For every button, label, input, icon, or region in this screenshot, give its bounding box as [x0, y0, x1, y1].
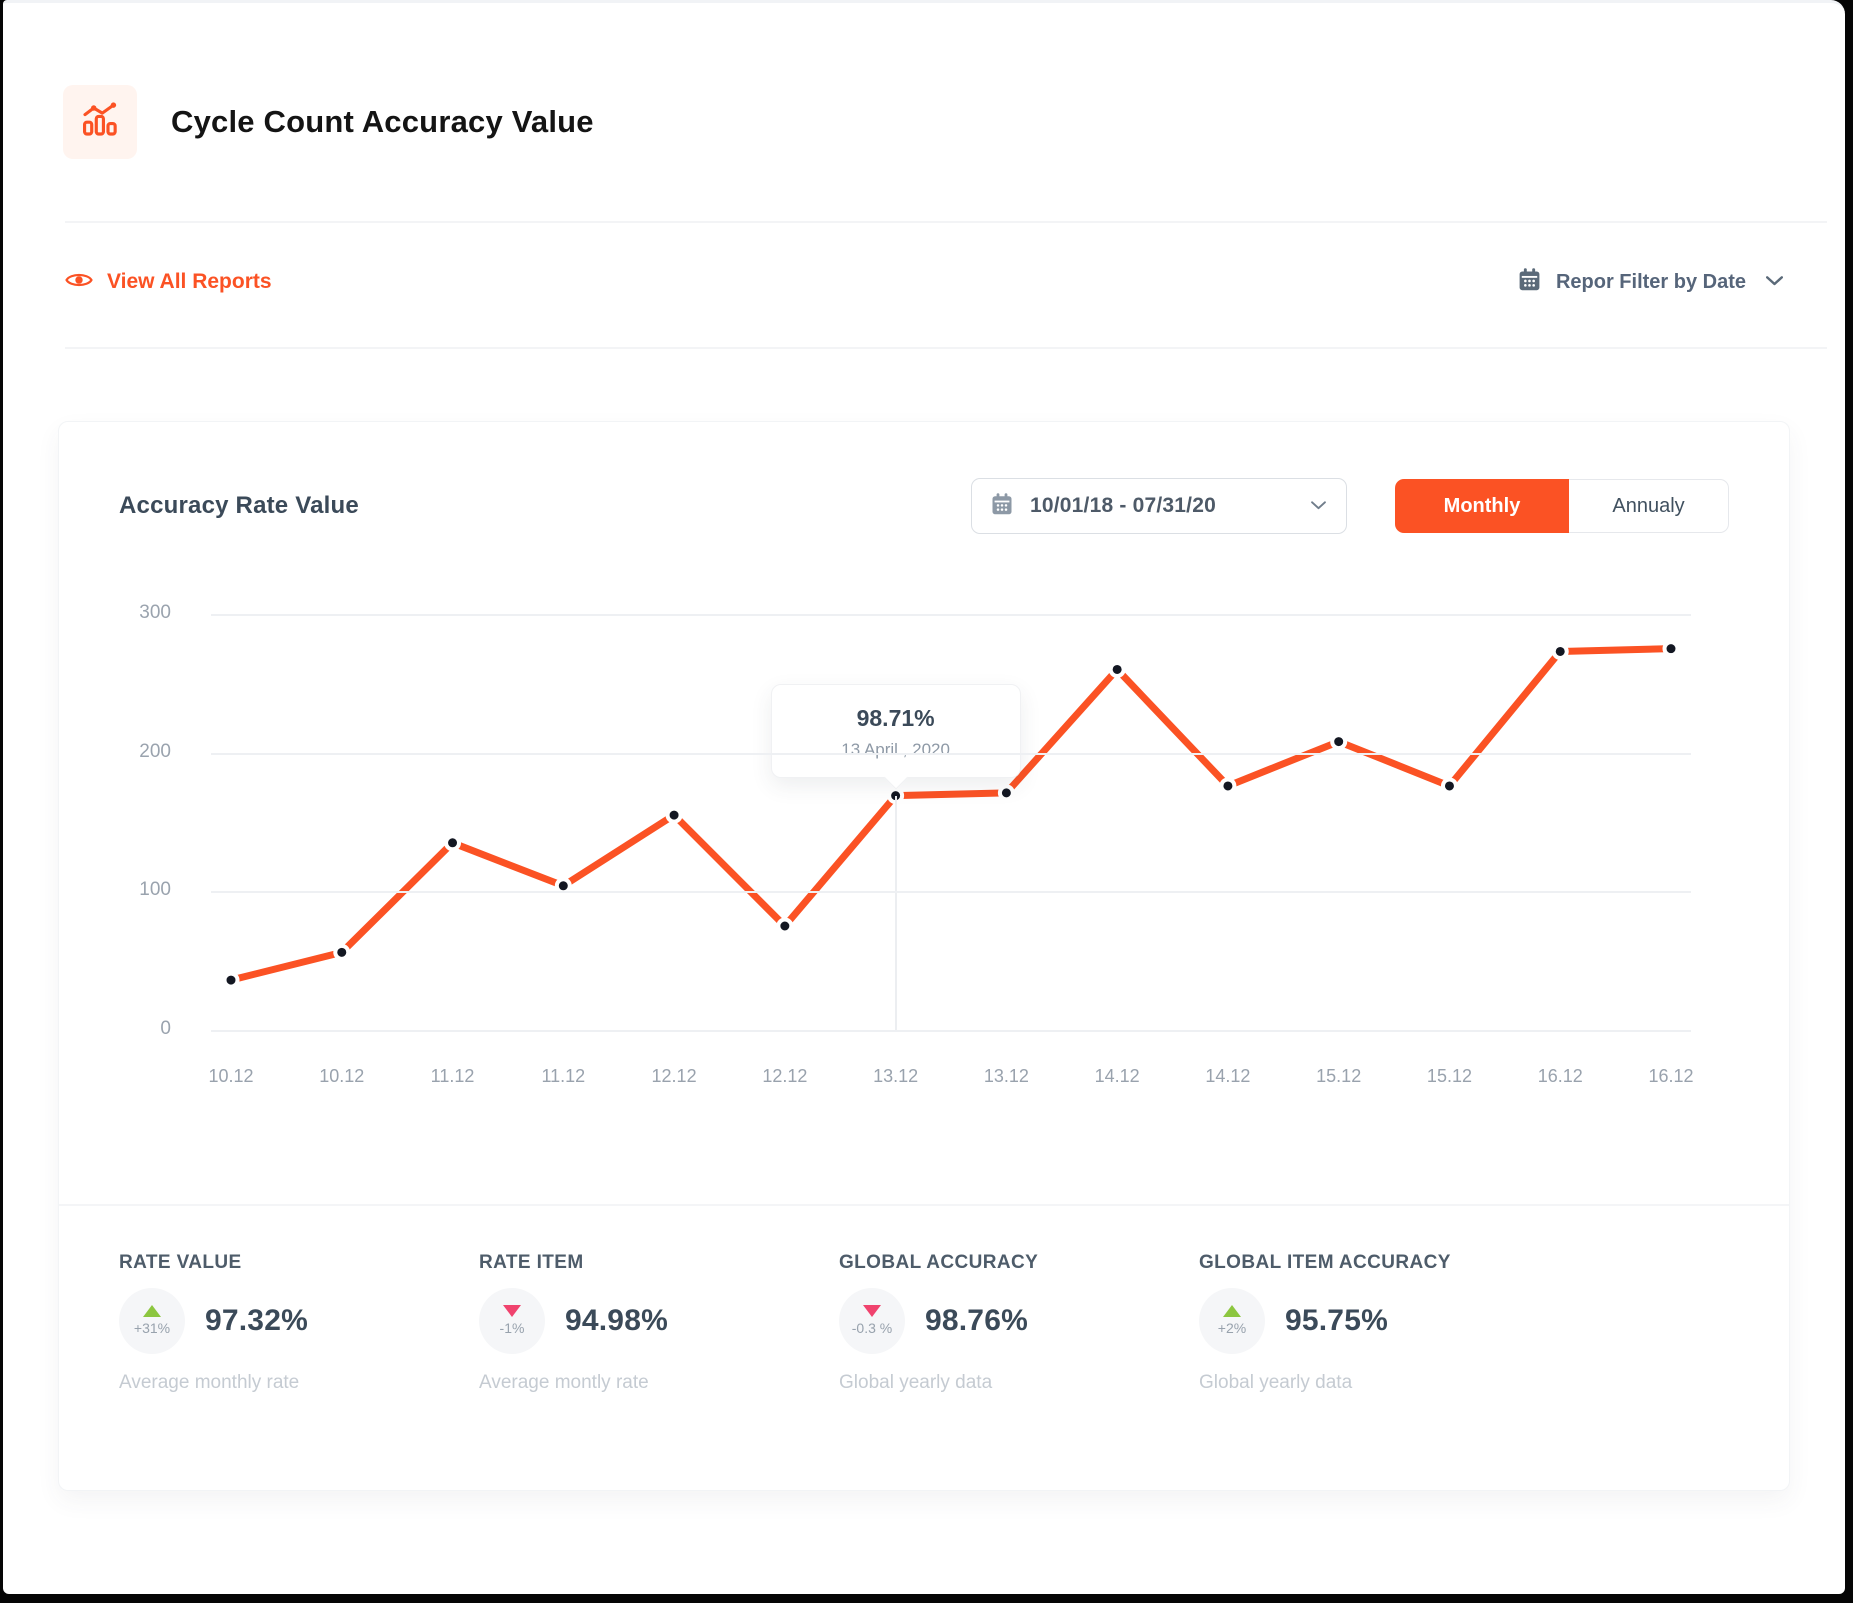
delta-value: +31%: [133, 1319, 171, 1336]
bar-chart-icon: [80, 101, 120, 144]
stats-separator: [59, 1204, 1789, 1206]
stat-label: RATE VALUE: [119, 1252, 242, 1273]
trend-triangle-icon: [503, 1304, 521, 1317]
stat-subtext: Average montly rate: [479, 1372, 649, 1393]
page-title: Cycle Count Accuracy Value: [171, 104, 594, 139]
monthly-button[interactable]: Monthly: [1395, 479, 1569, 533]
delta-value: +2%: [1217, 1319, 1247, 1336]
page-header: Cycle Count Accuracy Value: [3, 3, 1845, 221]
divider-top: [65, 221, 1827, 223]
date-range-select[interactable]: 10/01/18 - 07/31/20: [971, 478, 1347, 534]
toolbar: View All Reports Repor Filter by Date: [3, 223, 1845, 347]
report-filter-button[interactable]: Repor Filter by Date: [1517, 267, 1783, 297]
delta-badge: -1%: [479, 1288, 545, 1354]
chart-plot: 98.71% 13 April , 2020 300 200 100 0: [139, 602, 1691, 1039]
y-axis-tick: 200: [139, 740, 171, 762]
delta-badge: -0.3 %: [839, 1288, 905, 1354]
stat-value: 98.76%: [925, 1304, 1028, 1337]
x-axis-tick: 10.12: [208, 1066, 254, 1086]
chevron-down-icon: [1766, 273, 1783, 291]
x-axis-tick: 16.12: [1648, 1066, 1694, 1086]
stat-rate-item: RATE ITEM -1% 94.98% Average montly rate: [479, 1252, 839, 1394]
x-axis-tick: 13.12: [873, 1066, 919, 1086]
stat-label: GLOBAL ACCURACY: [839, 1252, 1039, 1273]
calendar-icon: [1517, 267, 1542, 297]
chart-tooltip: 98.71% 13 April , 2020: [770, 683, 1021, 778]
accuracy-card: Accuracy Rate Value 10/01/18 - 07/31/20: [58, 421, 1790, 1491]
delta-value: -0.3 %: [851, 1319, 893, 1336]
delta-badge: +31%: [119, 1288, 185, 1354]
tooltip-date: 13 April , 2020: [841, 739, 950, 759]
stat-label: RATE ITEM: [479, 1252, 584, 1273]
gridline: [211, 614, 1691, 616]
stat-global-accuracy: GLOBAL ACCURACY -0.3 % 98.76% Global yea…: [839, 1252, 1199, 1394]
stat-global-item-accuracy: GLOBAL ITEM ACCURACY +2% 95.75% Global y…: [1199, 1252, 1559, 1394]
view-all-reports-label: View All Reports: [107, 270, 272, 293]
trend-triangle-icon: [143, 1304, 161, 1317]
y-axis-tick: 0: [160, 1018, 171, 1039]
card-title: Accuracy Rate Value: [119, 492, 359, 519]
report-filter-label: Repor Filter by Date: [1555, 270, 1746, 293]
x-axis-tick: 15.12: [1426, 1066, 1472, 1086]
gridline: [211, 891, 1691, 894]
stat-value: 97.32%: [205, 1304, 308, 1337]
delta-badge: +2%: [1199, 1288, 1265, 1354]
trend-triangle-icon: [863, 1304, 881, 1317]
stats-row: RATE VALUE +31% 97.32% Average monthly r…: [119, 1206, 1729, 1490]
divider-toolbar: [65, 347, 1827, 349]
stat-rate-value: RATE VALUE +31% 97.32% Average monthly r…: [119, 1252, 479, 1394]
x-axis-tick: 13.12: [983, 1066, 1029, 1086]
line-chart-svg: [222, 640, 1680, 989]
tooltip-value: 98.71%: [856, 704, 935, 731]
view-all-reports-link[interactable]: View All Reports: [65, 270, 272, 295]
app-page: Cycle Count Accuracy Value View All Repo…: [3, 0, 1845, 1594]
x-axis-tick: 14.12: [1094, 1066, 1140, 1086]
eye-icon: [65, 270, 93, 295]
chevron-down-icon: [1311, 497, 1326, 515]
x-axis-labels: 10.12 10.12 11.12 11.12 12.12 12.12 13.12 13.12…: [208, 1030, 1694, 1120]
period-toggle: Monthly Annualy: [1395, 479, 1729, 533]
stat-subtext: Global yearly data: [839, 1372, 993, 1393]
y-axis-tick: 300: [139, 602, 171, 623]
y-axis-tick: 100: [139, 879, 171, 901]
stat-value: 95.75%: [1285, 1304, 1388, 1337]
x-axis-tick: 11.12: [430, 1066, 475, 1086]
annually-button[interactable]: Annualy: [1569, 479, 1729, 533]
x-axis-tick: 15.12: [1316, 1066, 1362, 1086]
card-header: Accuracy Rate Value 10/01/18 - 07/31/20: [119, 478, 1729, 534]
x-axis-tick: 12.12: [651, 1066, 697, 1086]
delta-value: -1%: [499, 1319, 525, 1336]
x-axis-tick: 11.12: [541, 1066, 586, 1086]
x-axis-tick: 14.12: [1205, 1066, 1251, 1086]
x-axis-tick: 12.12: [762, 1066, 808, 1086]
x-axis-tick: 10.12: [319, 1066, 365, 1086]
trend-triangle-icon: [1223, 1304, 1241, 1317]
calendar-icon: [990, 492, 1014, 521]
gridline: [211, 1030, 1691, 1032]
stat-label: GLOBAL ITEM ACCURACY: [1199, 1252, 1451, 1273]
date-range-value: 10/01/18 - 07/31/20: [1030, 494, 1216, 517]
stat-value: 94.98%: [565, 1304, 668, 1337]
stat-subtext: Global yearly data: [1199, 1372, 1353, 1393]
tooltip-vline: [894, 795, 897, 1030]
stat-subtext: Average monthly rate: [119, 1372, 300, 1393]
gridline: [211, 752, 1691, 755]
report-icon-box: [63, 85, 137, 159]
x-axis-tick: 16.12: [1537, 1066, 1583, 1086]
